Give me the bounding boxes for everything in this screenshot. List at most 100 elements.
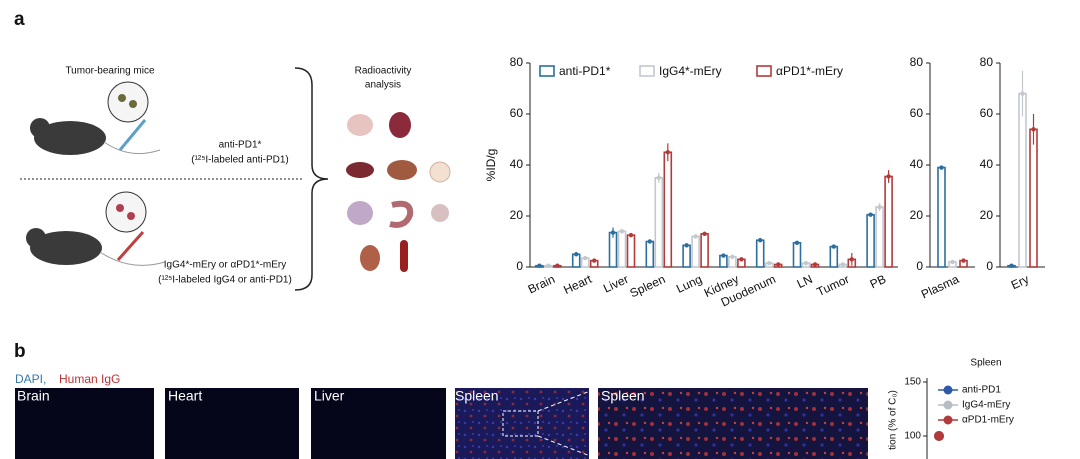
y-tick-label: 60 (910, 106, 924, 120)
data-dot (803, 260, 809, 266)
micrograph (165, 388, 299, 459)
bar (645, 240, 655, 268)
data-dot (592, 258, 597, 263)
data-dot (647, 239, 652, 244)
data-dot (665, 150, 670, 155)
group-note: (¹²⁵I-labeled anti-PD1) (191, 155, 289, 166)
chart-title: Spleen (970, 358, 1001, 369)
y-tick-label: 150 (904, 377, 921, 388)
legend-swatch (756, 65, 772, 77)
image-label: Liver (314, 388, 345, 404)
data-dot (702, 231, 707, 237)
legend-label: anti-PD1* (559, 64, 611, 78)
x-tick-label: LN (795, 272, 815, 291)
data-dot (1009, 263, 1014, 268)
data-dot (739, 257, 744, 262)
y-tick-label: 0 (516, 259, 523, 273)
y-tick-label: 80 (510, 55, 524, 69)
mouse-icon (30, 81, 161, 155)
bar (829, 245, 839, 268)
y-tick-label: 20 (980, 208, 994, 222)
data-dot (950, 259, 955, 265)
data-dot (877, 204, 882, 210)
image-label: Brain (17, 388, 50, 404)
organ-icons (346, 112, 451, 272)
data-dot (939, 165, 944, 170)
bar (884, 175, 893, 268)
data-dot (767, 260, 772, 266)
y-tick-label: 20 (510, 208, 524, 222)
bar (626, 234, 636, 268)
data-dot (721, 253, 726, 258)
x-tick-label: Brain (526, 272, 557, 297)
x-tick-label: Spleen (628, 272, 668, 300)
bar (682, 244, 691, 268)
y-axis-label: %ID/g (484, 149, 498, 182)
y-tick-label: 40 (510, 157, 524, 171)
data-dot (1031, 127, 1036, 132)
zoom-box (502, 410, 539, 437)
brace (294, 67, 329, 291)
y-tick-label: 60 (510, 106, 524, 120)
group-label: IgG4*-mEry or αPD1*-mEry (164, 260, 286, 271)
y-axis-label: tion (% of C₀) (888, 390, 899, 450)
zoom-line (537, 435, 599, 459)
data-dot (868, 212, 873, 217)
y-tick-label: 60 (980, 106, 994, 120)
bar (1018, 92, 1027, 268)
x-tick-label: PB (868, 272, 888, 291)
data-dot (849, 257, 854, 262)
stain-label: Human IgG (59, 372, 120, 386)
bar (866, 213, 875, 268)
data-dot (628, 232, 634, 238)
x-tick-label: Plasma (919, 272, 961, 302)
data-dot (546, 263, 551, 268)
x-tick-label: Heart (561, 272, 594, 297)
legend-label: IgG4-mEry (962, 400, 1010, 411)
y-tick-label: 40 (910, 157, 924, 171)
legend-marker (943, 385, 953, 395)
zoom-line (537, 387, 599, 412)
data-dot (693, 234, 698, 239)
group-label: anti-PD1* (219, 140, 262, 151)
data-point (934, 431, 944, 441)
data-dot (758, 238, 763, 243)
micrograph (15, 388, 154, 459)
data-dot (583, 255, 588, 261)
bar (875, 206, 884, 268)
analysis-label: Radioactivity (355, 66, 412, 77)
y-tick-label: 40 (980, 157, 994, 171)
data-dot (555, 263, 560, 268)
x-tick-label: Lung (674, 272, 704, 296)
x-tick-label: Liver (601, 272, 630, 296)
image-label: Spleen (601, 388, 645, 404)
data-dot (656, 175, 661, 180)
bar (755, 239, 765, 268)
micrographs (15, 387, 868, 459)
mice-title: Tumor-bearing mice (65, 66, 155, 77)
data-dot (537, 263, 542, 268)
bar (663, 151, 673, 268)
data-dot (619, 229, 625, 234)
group-note: (¹²⁵I-labeled IgG4 or anti-PD1) (158, 275, 292, 286)
x-tick-label: Ery (1009, 272, 1031, 292)
legend-swatch (639, 65, 655, 77)
data-dot (574, 252, 579, 257)
image-label: Spleen (455, 388, 499, 404)
bar (617, 230, 627, 268)
panel-label: a (14, 9, 25, 30)
bar (691, 235, 700, 268)
data-dot (730, 254, 735, 259)
legend-label: anti-PD1 (962, 385, 1001, 396)
y-tick-label: 80 (910, 55, 924, 69)
legend-label: IgG4*-mEry (659, 64, 722, 78)
bar (1029, 128, 1038, 268)
y-tick-label: 0 (916, 259, 923, 273)
micrograph (598, 388, 868, 459)
data-dot (1020, 91, 1025, 96)
stain-label: DAPI, (15, 372, 46, 386)
y-tick-label: 0 (986, 259, 993, 273)
legend-swatch (539, 65, 555, 77)
data-dot (776, 262, 781, 267)
